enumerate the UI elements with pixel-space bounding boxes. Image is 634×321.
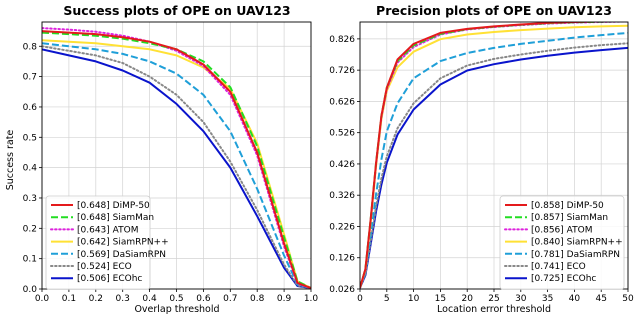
x-tick-label: 30 — [515, 294, 527, 304]
x-tick-label: 0.7 — [223, 294, 237, 304]
legend-entry-label: [0.857] SiamMan — [531, 213, 608, 223]
legend-entry-label: [0.781] DaSiamRPN — [531, 250, 620, 260]
x-tick-label: 0.8 — [250, 294, 265, 304]
x-tick-label: 0.3 — [116, 294, 130, 304]
x-tick-label: 25 — [488, 294, 499, 304]
y-tick-label: 0.0 — [23, 285, 38, 295]
series-line-eco — [42, 45, 311, 289]
y-tick-label: 0.426 — [329, 160, 355, 170]
y-tick-label: 0.026 — [329, 285, 355, 295]
x-tick-label: 0.5 — [169, 294, 183, 304]
x-tick-label: 5 — [384, 294, 390, 304]
x-tick-label: 40 — [569, 294, 581, 304]
y-tick-label: 0.126 — [329, 254, 355, 264]
y-tick-label: 0.8 — [23, 42, 38, 52]
legend-box — [499, 195, 625, 290]
y-tick-label: 0.5 — [23, 133, 37, 143]
legend-entry-label: [0.856] ATOM — [531, 225, 592, 235]
x-tick-label: 15 — [435, 294, 446, 304]
legend-entry-label: [0.840] SiamRPN++ — [531, 238, 623, 248]
y-tick-label: 0.1 — [23, 255, 37, 265]
y-tick-label: 0.226 — [329, 222, 355, 232]
y-tick-label: 0.726 — [329, 66, 355, 76]
y-tick-label: 0.626 — [329, 97, 355, 107]
x-tick-label: 35 — [542, 294, 553, 304]
legend-entry-label: [0.648] DiMP-50 — [77, 201, 150, 211]
success-plot-ylabel: Success rate — [5, 130, 16, 191]
precision-plot-xlabel: Location error threshold — [437, 304, 551, 315]
x-tick-label: 0.9 — [277, 294, 292, 304]
y-tick-label: 0.326 — [329, 191, 355, 201]
legend-entry-label: [0.506] ECOhc — [77, 274, 142, 284]
success-plot-xlabel: Overlap threshold — [134, 304, 219, 315]
series-line-dimp-50 — [42, 30, 311, 289]
legend: [0.648] DiMP-50 [0.648] SiamMan [0.643] AT… — [45, 195, 169, 290]
y-tick-label: 0.7 — [23, 73, 37, 83]
x-tick-label: 0.2 — [89, 294, 103, 304]
series-lines — [42, 27, 311, 289]
x-tick-label: 1.0 — [304, 294, 319, 304]
y-tick-label: 0.6 — [23, 103, 38, 113]
x-tick-label: 20 — [461, 294, 473, 304]
x-tick-label: 45 — [595, 294, 606, 304]
legend-entry-label: [0.524] ECO — [77, 262, 132, 272]
success-plot-panel: Success plots of OPE on UAV123 Overlap t… — [5, 3, 318, 315]
legend-entry-label: [0.741] ECO — [531, 262, 586, 272]
series-line-dasiamrpn — [360, 31, 628, 289]
x-tick-label: 0.4 — [142, 294, 157, 304]
legend-entry-label: [0.642] SiamRPN++ — [77, 238, 169, 248]
series-line-siamman — [42, 31, 311, 289]
precision-plot-panel: Precision plots of OPE on UAV123 Locatio… — [329, 3, 634, 315]
x-tick-label: 0.6 — [196, 294, 211, 304]
series-line-siamrpn- — [42, 39, 311, 289]
y-tick-label: 0.4 — [23, 164, 38, 174]
y-tick-label: 0.526 — [329, 129, 355, 139]
x-tick-label: 50 — [622, 294, 634, 304]
series-line-dasiamrpn — [42, 42, 311, 289]
x-tick-label: 0.1 — [62, 294, 76, 304]
x-tick-label: 10 — [408, 294, 420, 304]
legend-entry-label: [0.725] ECOhc — [531, 274, 596, 284]
x-tick-label: 0 — [357, 294, 363, 304]
y-tick-label: 0.2 — [23, 224, 37, 234]
series-line-eco — [360, 42, 628, 289]
y-tick-label: 0.3 — [23, 194, 37, 204]
x-tick-label: 0.0 — [35, 294, 50, 304]
success-plot-title: Success plots of OPE on UAV123 — [63, 3, 290, 18]
legend-entry-label: [0.648] SiamMan — [77, 213, 154, 223]
legend-entry-label: [0.643] ATOM — [77, 225, 138, 235]
legend-entry-label: [0.858] DiMP-50 — [531, 201, 604, 211]
legend: [0.858] DiMP-50 [0.857] SiamMan [0.856] AT… — [499, 195, 625, 290]
series-line-ecohc — [42, 48, 311, 289]
precision-plot-title: Precision plots of OPE on UAV123 — [376, 3, 612, 18]
y-tick-label: 0.826 — [329, 35, 355, 45]
legend-entry-label: [0.569] DaSiamRPN — [77, 250, 166, 260]
